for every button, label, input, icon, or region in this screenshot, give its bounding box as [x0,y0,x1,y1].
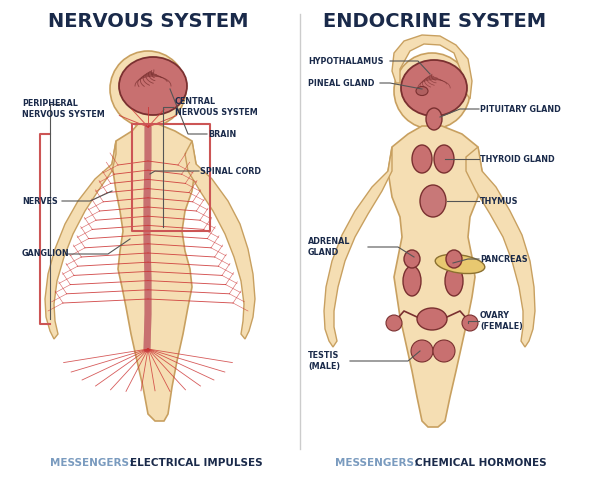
Circle shape [411,340,433,362]
Ellipse shape [420,185,446,217]
Ellipse shape [401,60,467,116]
Text: SPINAL CORD: SPINAL CORD [200,167,261,175]
Text: PANCREAS: PANCREAS [480,254,527,263]
Text: NERVES: NERVES [22,196,58,205]
Text: PERIPHERAL
NERVOUS SYSTEM: PERIPHERAL NERVOUS SYSTEM [22,99,105,119]
Text: BRAIN: BRAIN [208,129,236,138]
Ellipse shape [412,145,432,173]
Ellipse shape [403,266,421,296]
Text: OVARY
(FEMALE): OVARY (FEMALE) [480,311,523,331]
Text: HYPOTHALAMUS: HYPOTHALAMUS [308,57,383,66]
Circle shape [433,340,455,362]
Text: GANGLION: GANGLION [22,250,70,259]
Polygon shape [185,141,255,339]
Polygon shape [112,124,196,421]
Text: NERVOUS SYSTEM: NERVOUS SYSTEM [48,11,248,31]
Circle shape [394,53,470,129]
Circle shape [462,315,478,331]
Text: MESSENGERS:: MESSENGERS: [335,458,422,468]
Text: ADRENAL
GLAND: ADRENAL GLAND [308,237,350,257]
Polygon shape [392,35,472,99]
Ellipse shape [435,254,485,274]
Text: PINEAL GLAND: PINEAL GLAND [308,79,374,88]
Circle shape [386,315,402,331]
Text: TESTIS
(MALE): TESTIS (MALE) [308,351,340,371]
Text: ELECTRICAL IMPULSES: ELECTRICAL IMPULSES [130,458,263,468]
Text: CHEMICAL HORMONES: CHEMICAL HORMONES [415,458,547,468]
Polygon shape [45,141,116,339]
Ellipse shape [416,87,428,95]
Ellipse shape [119,57,187,115]
Text: PITUITARY GLAND: PITUITARY GLAND [480,104,561,114]
Text: THYMUS: THYMUS [480,196,518,205]
Ellipse shape [417,308,447,330]
Circle shape [110,51,186,127]
Polygon shape [466,147,535,347]
Text: CENTRAL
NERVOUS SYSTEM: CENTRAL NERVOUS SYSTEM [175,97,258,117]
Ellipse shape [446,250,462,268]
Ellipse shape [434,145,454,173]
Polygon shape [324,147,392,347]
Ellipse shape [445,266,463,296]
Ellipse shape [404,250,420,268]
Text: ENDOCRINE SYSTEM: ENDOCRINE SYSTEM [323,11,547,31]
Polygon shape [388,126,482,427]
Text: MESSENGERS:: MESSENGERS: [50,458,137,468]
Ellipse shape [426,108,442,130]
Text: THYROID GLAND: THYROID GLAND [480,155,554,163]
